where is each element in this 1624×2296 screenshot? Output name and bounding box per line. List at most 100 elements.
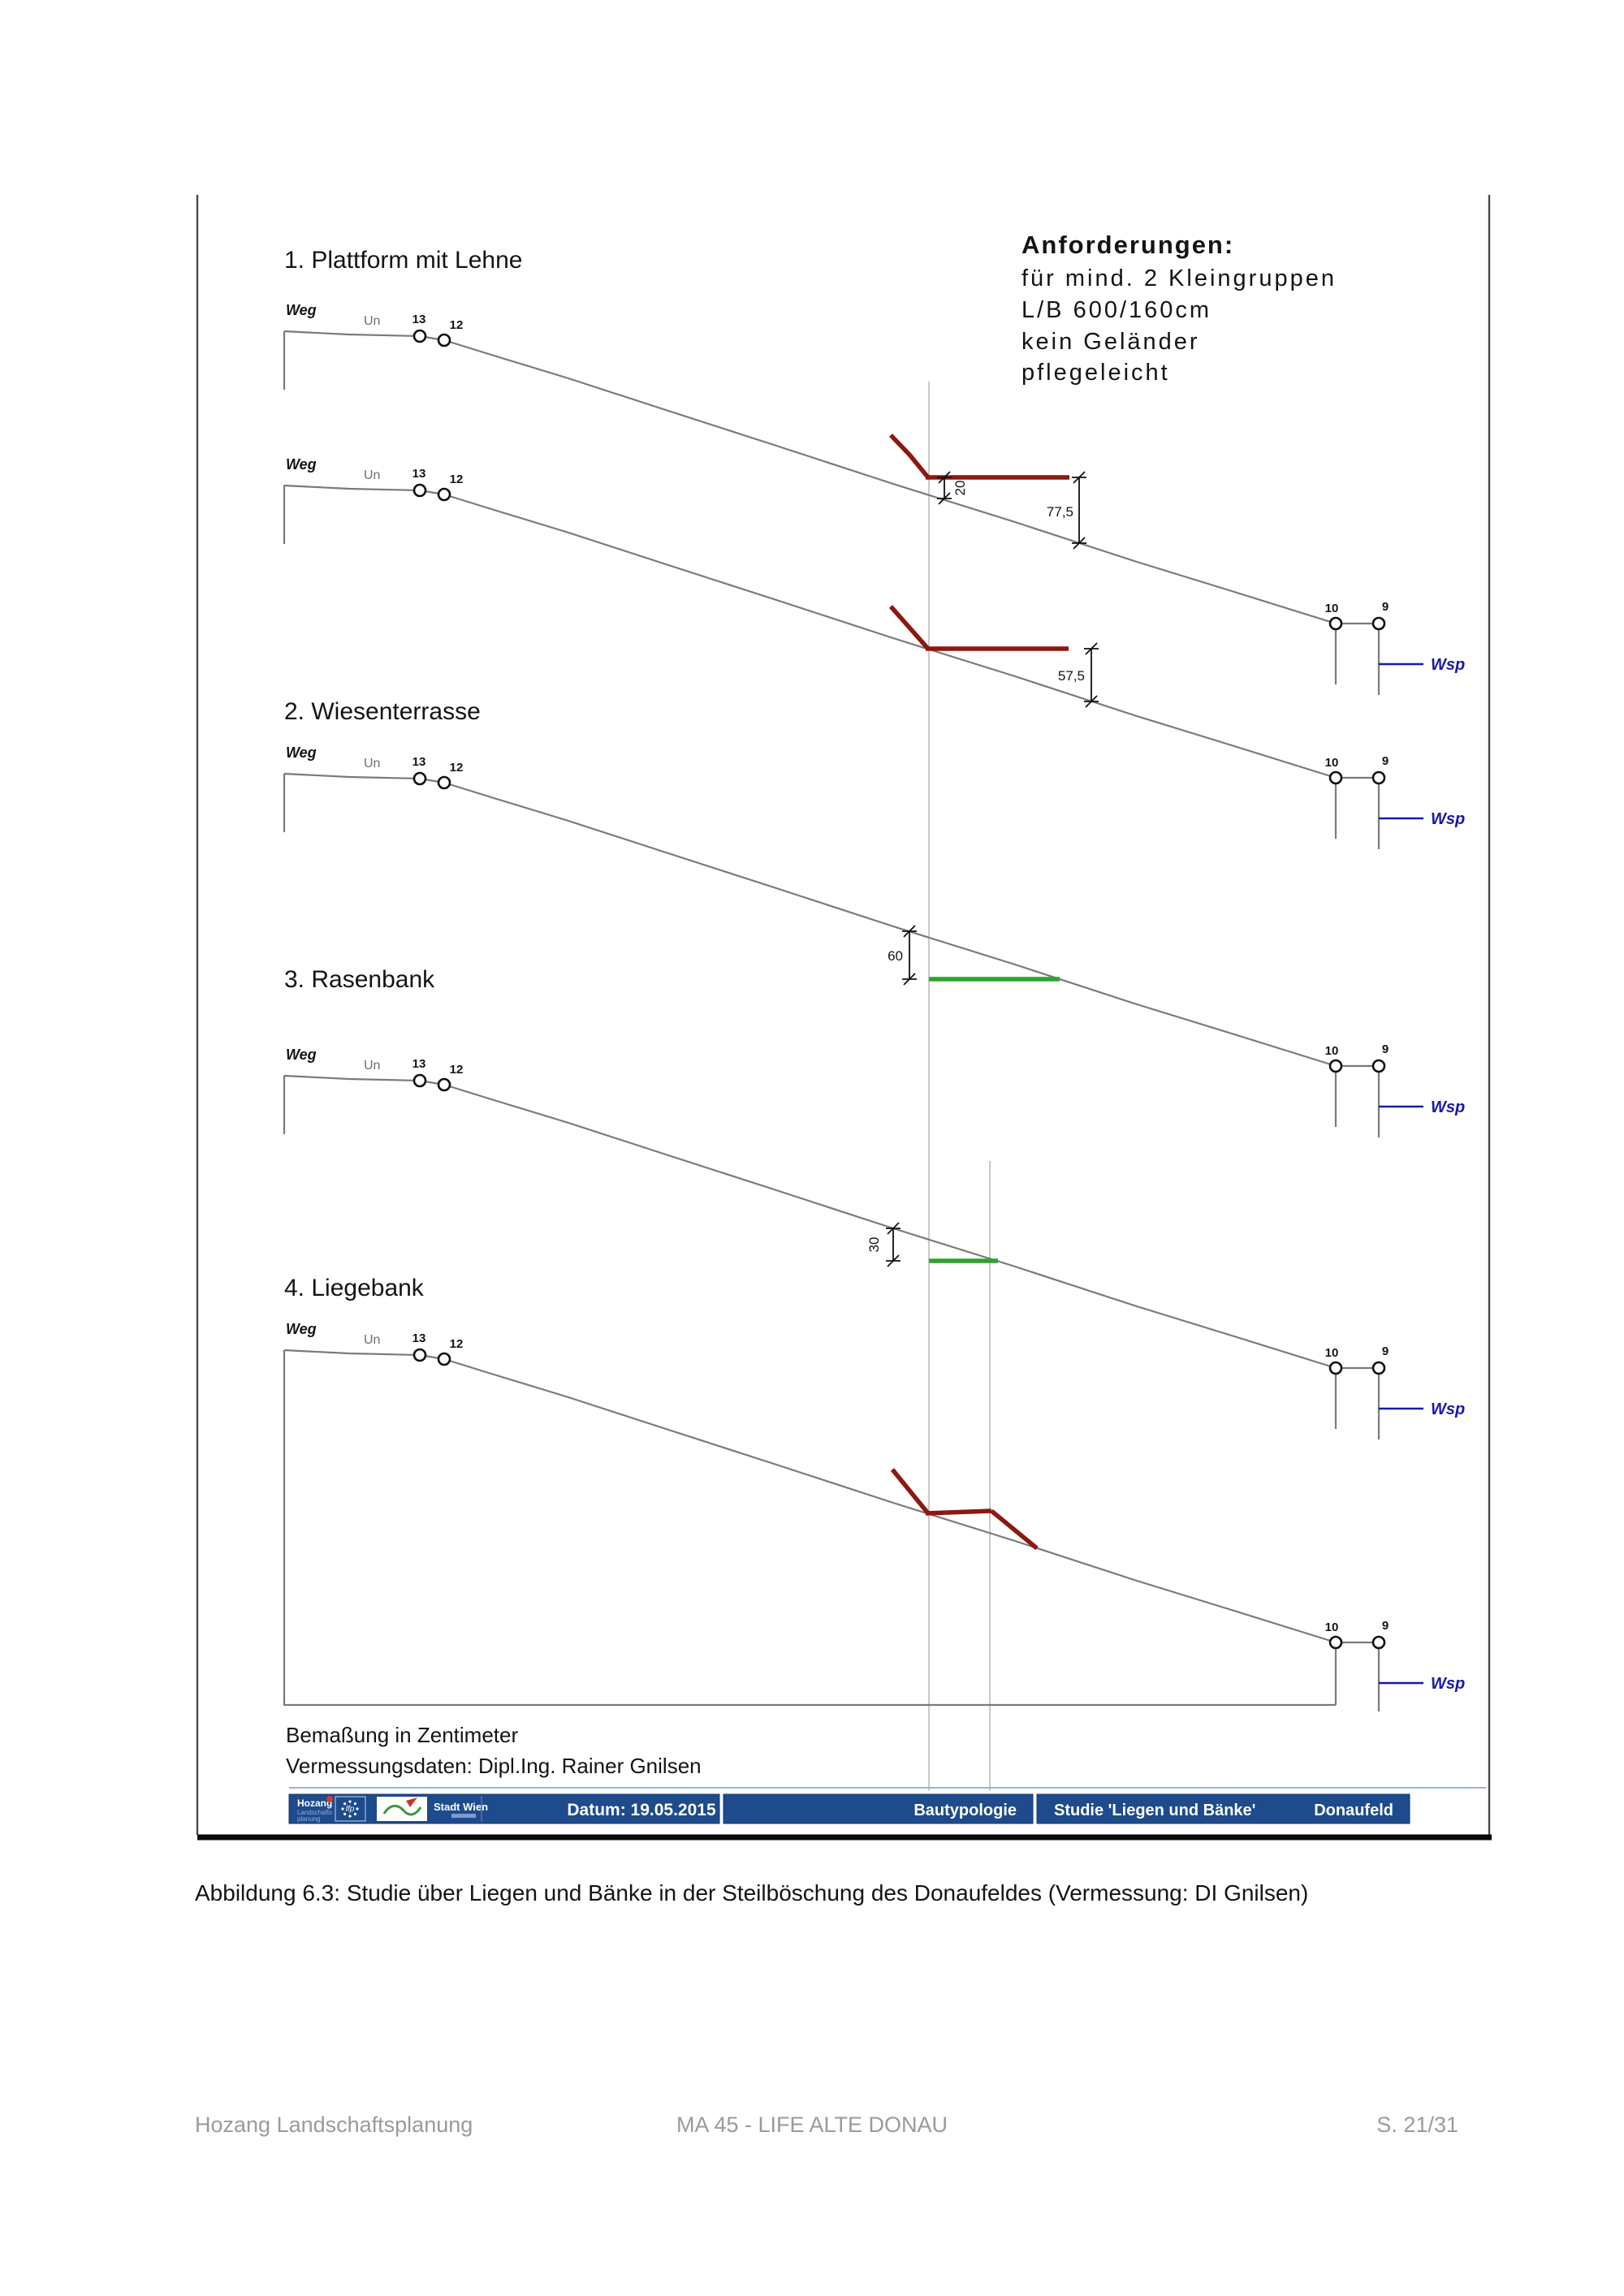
bar-box-study (1036, 1793, 1410, 1824)
survey-point-12 (437, 487, 451, 502)
weg-label: Weg (286, 302, 317, 318)
stadt-wien-sub-decoration (451, 1814, 476, 1818)
page-footer-left: Hozang Landschaftsplanung (195, 2113, 473, 2137)
weg-label: Weg (286, 744, 317, 761)
point-label-12: 12 (450, 761, 464, 775)
section-title-2: 2. Wiesenterrasse (284, 698, 481, 725)
weg-edge-and-base-line (283, 1350, 1336, 1707)
bench-plattform-low (888, 605, 1069, 651)
section-title-3: 3. Rasenbank (284, 966, 435, 993)
hozang-logo-sub1: Landschafts (297, 1809, 332, 1816)
un-label: Un (364, 314, 380, 328)
bench-legrest (990, 1508, 1039, 1551)
survey-point-9 (1371, 770, 1386, 785)
point-label-9: 9 (1382, 600, 1389, 614)
profile-rasenbank: 30 Weg Un 13 12 10 9 Wsp (283, 1047, 1465, 1439)
survey-point-13 (412, 329, 427, 343)
stadt-wien-logo: Stadt Wien (434, 1796, 488, 1822)
point-label-13: 13 (412, 1057, 426, 1071)
survey-point-10 (1328, 1059, 1343, 1073)
dimension-57-5-value: 57,5 (1058, 668, 1085, 684)
terrain-line (283, 1349, 1379, 1644)
weg-label: Weg (286, 1047, 317, 1063)
survey-point-10 (1328, 1361, 1343, 1375)
requirements-block: Anforderungen: für mind. 2 Kleingruppen … (1021, 231, 1337, 386)
un-label: Un (364, 1333, 380, 1347)
survey-point-10 (1328, 616, 1343, 631)
figure-svg: 1. Plattform mit Lehne 2. Wiesenterrasse… (196, 195, 1492, 1841)
requirement-line-4: pflegeleicht (1021, 360, 1170, 386)
point-label-10: 10 (1325, 1346, 1339, 1360)
hozang-logo-text: Hozang (297, 1798, 332, 1809)
eu-stars-icon: lfp (335, 1796, 366, 1822)
section-title-1: 1. Plattform mit Lehne (284, 247, 522, 274)
note-survey: Vermessungsdaten: Dipl.Ing. Rainer Gnils… (286, 1754, 702, 1778)
section-title-4: 4. Liegebank (284, 1275, 425, 1301)
point-label-9: 9 (1382, 1619, 1389, 1633)
survey-point-13 (412, 1348, 427, 1362)
hozang-logo-sub2: planung (297, 1815, 320, 1823)
dimension-60-value: 60 (888, 948, 903, 964)
dimension-60 (902, 925, 917, 986)
survey-point-9 (1371, 1361, 1386, 1375)
dimension-77-5 (1072, 471, 1086, 550)
profile-plattform-raised: 20 77,5 Weg Un 13 12 10 9 Wsp (283, 302, 1465, 695)
terrain-line (283, 1074, 1379, 1370)
survey-point-12 (437, 775, 451, 790)
hozang-logo-dot-icon (326, 1796, 333, 1802)
un-label: Un (364, 757, 380, 770)
terrain-line (283, 772, 1379, 1068)
point-label-10: 10 (1325, 1044, 1339, 1058)
dimension-77-5-value: 77,5 (1047, 504, 1073, 520)
point-label-9: 9 (1382, 754, 1389, 768)
bench-backrest (889, 434, 931, 479)
bar-box-type (723, 1793, 1034, 1824)
point-label-12: 12 (450, 1063, 464, 1077)
requirement-line-1: für mind. 2 Kleingruppen (1021, 265, 1337, 291)
point-label-12: 12 (450, 1337, 464, 1351)
survey-point-12 (437, 333, 451, 347)
bench-plattform-raised (889, 434, 1069, 480)
survey-point-10 (1328, 1635, 1343, 1650)
footer-bar: Hozang Landschafts planung lfp Stadt Wie… (288, 1787, 1486, 1824)
location-label: Donaufeld (1314, 1802, 1393, 1819)
bench-seat (925, 1508, 992, 1516)
survey-point-10 (1328, 770, 1343, 785)
survey-point-13 (412, 1073, 427, 1088)
terrain-line (283, 484, 1379, 779)
point-label-10: 10 (1325, 602, 1339, 615)
dimension-57-5 (1084, 642, 1099, 708)
wsp-label: Wsp (1431, 810, 1465, 828)
stadt-wien-logo-text: Stadt Wien (434, 1801, 488, 1813)
date-label: Datum: 19.05.2015 (567, 1801, 716, 1819)
page-footer-right: S. 21/31 (1376, 2113, 1458, 2137)
bautypologie-label: Bautypologie (914, 1802, 1017, 1819)
point-label-12: 12 (450, 318, 464, 332)
un-label: Un (364, 1059, 380, 1072)
survey-point-12 (437, 1077, 451, 1092)
un-label: Un (364, 468, 380, 482)
figure-caption: Abbildung 6.3: Studie über Liegen und Bä… (195, 1880, 1309, 1905)
point-label-9: 9 (1382, 1344, 1389, 1358)
hozang-logo: Hozang Landschafts planung (297, 1796, 333, 1823)
terrain-line (283, 330, 1379, 625)
wsp-label: Wsp (1431, 1675, 1465, 1693)
survey-point-12 (437, 1352, 451, 1366)
point-label-10: 10 (1325, 1621, 1339, 1634)
dimension-20 (937, 471, 952, 505)
survey-point-9 (1371, 1635, 1386, 1650)
bench-backrest (890, 1468, 931, 1515)
point-label-13: 13 (412, 313, 426, 326)
dimension-30 (886, 1222, 901, 1267)
survey-point-9 (1371, 1059, 1386, 1073)
requirements-heading: Anforderungen: (1021, 231, 1234, 259)
bench-backrest (888, 605, 931, 650)
wsp-label: Wsp (1431, 1098, 1465, 1116)
page-footer-center: MA 45 - LIFE ALTE DONAU (676, 2113, 948, 2137)
survey-point-13 (412, 771, 427, 786)
figure-frame (196, 195, 1492, 1841)
survey-point-13 (412, 483, 427, 498)
point-label-13: 13 (412, 1331, 426, 1345)
survey-point-9 (1371, 616, 1386, 631)
